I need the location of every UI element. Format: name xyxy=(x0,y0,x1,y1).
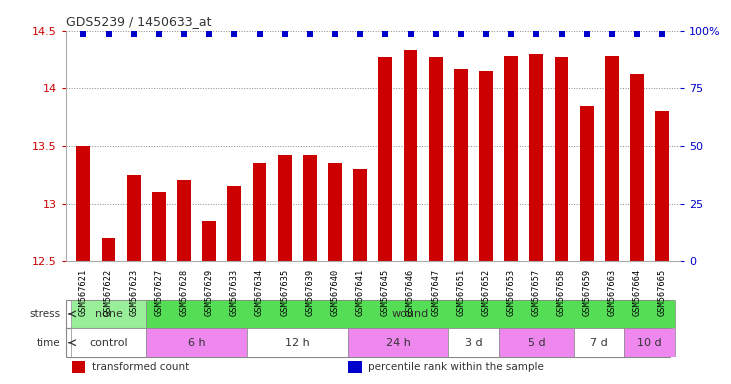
Text: 12 h: 12 h xyxy=(285,338,310,348)
Point xyxy=(203,31,215,37)
Point xyxy=(254,31,265,37)
Bar xyxy=(177,180,191,261)
Text: control: control xyxy=(89,338,128,348)
Point xyxy=(103,31,115,37)
Point xyxy=(355,31,366,37)
Point xyxy=(531,31,542,37)
Text: stress: stress xyxy=(30,309,61,319)
Bar xyxy=(278,155,292,261)
Point xyxy=(178,31,190,37)
Bar xyxy=(102,238,115,261)
Bar xyxy=(429,57,443,261)
Point xyxy=(480,31,492,37)
Text: 10 d: 10 d xyxy=(637,338,662,348)
Text: 6 h: 6 h xyxy=(188,338,205,348)
Bar xyxy=(404,50,417,261)
Bar xyxy=(72,361,86,373)
Bar xyxy=(529,54,543,261)
Bar xyxy=(126,175,140,261)
Bar xyxy=(479,71,493,261)
Point xyxy=(153,31,164,37)
Bar xyxy=(146,300,675,328)
Point xyxy=(505,31,517,37)
Bar xyxy=(152,192,166,261)
Point xyxy=(77,31,89,37)
Bar xyxy=(146,328,247,357)
Point xyxy=(405,31,417,37)
Text: time: time xyxy=(37,338,61,348)
Point xyxy=(455,31,466,37)
Text: transformed count: transformed count xyxy=(91,362,189,372)
Text: none: none xyxy=(94,309,123,319)
Bar xyxy=(655,111,669,261)
Text: 3 d: 3 d xyxy=(465,338,482,348)
Bar xyxy=(71,328,146,357)
Bar xyxy=(348,361,362,373)
Bar xyxy=(303,155,317,261)
Bar xyxy=(448,328,499,357)
Point xyxy=(279,31,291,37)
Bar xyxy=(253,163,267,261)
Bar xyxy=(77,146,91,261)
Point xyxy=(229,31,240,37)
Point xyxy=(631,31,643,37)
Bar xyxy=(630,74,644,261)
Bar xyxy=(504,56,518,261)
Point xyxy=(304,31,316,37)
Bar xyxy=(353,169,367,261)
Point xyxy=(656,31,668,37)
Bar xyxy=(348,328,448,357)
Bar xyxy=(555,57,569,261)
Point xyxy=(606,31,618,37)
Text: GDS5239 / 1450633_at: GDS5239 / 1450633_at xyxy=(66,15,211,28)
Text: 7 d: 7 d xyxy=(591,338,608,348)
Point xyxy=(379,31,391,37)
Point xyxy=(329,31,341,37)
Text: 5 d: 5 d xyxy=(528,338,545,348)
Bar xyxy=(580,106,594,261)
Bar xyxy=(624,328,675,357)
Point xyxy=(581,31,593,37)
Text: wound: wound xyxy=(392,309,429,319)
Point xyxy=(556,31,567,37)
Bar xyxy=(227,186,241,261)
Bar xyxy=(71,300,146,328)
Bar xyxy=(499,328,574,357)
Text: 24 h: 24 h xyxy=(385,338,410,348)
Point xyxy=(430,31,442,37)
Bar xyxy=(202,221,216,261)
Text: percentile rank within the sample: percentile rank within the sample xyxy=(368,362,544,372)
Bar xyxy=(247,328,348,357)
Bar xyxy=(379,57,393,261)
Point xyxy=(128,31,140,37)
Bar xyxy=(328,163,342,261)
Bar xyxy=(605,56,619,261)
Bar xyxy=(574,328,624,357)
Bar xyxy=(454,69,468,261)
